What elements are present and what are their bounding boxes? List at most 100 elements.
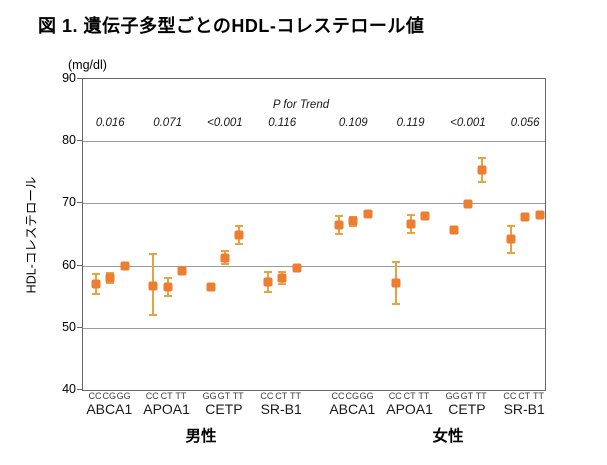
genotype-label: CT [403, 391, 416, 401]
y-tick-label-50: 50 [62, 319, 76, 334]
error-bar-cap-bottom [506, 251, 515, 254]
error-bar-cap-top [478, 156, 487, 159]
data-point-CETP-GT [220, 253, 230, 262]
p-value-男性-SR-B1: 0.116 [268, 117, 297, 129]
data-point-SR-B1-TT [292, 263, 301, 273]
y-tick-mark-60 [77, 264, 82, 266]
error-bar-cap-top [149, 252, 158, 255]
data-point-APOA1-TT [420, 211, 430, 221]
error-bar-cap-bottom [163, 295, 172, 298]
gene-label-女性-CETP: CETP [448, 401, 486, 417]
y-tick-mark-50 [77, 326, 82, 328]
data-point-CETP-GG [449, 225, 459, 235]
error-bar-cap-bottom [149, 314, 158, 317]
data-point-APOA1-CC [148, 281, 158, 290]
data-point-SR-B1-CC [506, 234, 516, 244]
genotype-label: TT [533, 391, 544, 401]
genotype-label: CT [275, 391, 288, 401]
data-point-ABCA1-CC [334, 220, 344, 230]
data-point-SR-B1-TT [535, 210, 544, 220]
y-tick-label-80: 80 [62, 133, 76, 148]
data-point-APOA1-CT [163, 282, 173, 292]
genotype-label: GT [217, 391, 231, 401]
genotype-label: TT [290, 391, 301, 401]
genotype-label: CC [145, 391, 159, 401]
genotype-label: GG [116, 391, 131, 401]
gene-label-男性-ABCA1: ABCA1 [86, 401, 133, 417]
p-value-男性-ABCA1: 0.016 [95, 117, 125, 129]
genotype-label: GG [359, 391, 374, 401]
error-bar-cap-bottom [106, 282, 115, 285]
gridline-50 [83, 327, 545, 329]
y-tick-label-70: 70 [62, 195, 76, 210]
data-point-APOA1-CC [391, 278, 401, 288]
figure-title: 図 1. 遺伝子多型ごとのHDL-コレステロール値 [38, 16, 425, 36]
data-point-CETP-GT [463, 199, 473, 209]
error-bar-cap-top [278, 270, 287, 273]
data-point-ABCA1-GG [363, 209, 373, 219]
error-bar-cap-top [106, 272, 115, 275]
data-point-ABCA1-CC [91, 279, 101, 289]
genotype-label: CC [388, 391, 402, 401]
data-point-ABCA1-CG [105, 273, 115, 283]
gene-label-男性-SR-B1: SR-B1 [260, 401, 302, 417]
error-bar-cap-bottom [406, 231, 415, 234]
error-bar-cap-bottom [235, 242, 244, 245]
error-bar-cap-top [263, 271, 272, 274]
data-point-CETP-TT [234, 230, 244, 239]
genotype-label: TT [418, 391, 430, 401]
p-value-男性-APOA1: 0.071 [153, 117, 182, 129]
error-bar-cap-top [506, 225, 515, 228]
error-bar-cap-bottom [478, 180, 487, 183]
y-tick-label-90: 90 [62, 71, 76, 85]
genotype-label: TT [232, 391, 244, 401]
gridline-70 [83, 203, 545, 205]
data-point-SR-B1-CC [263, 277, 273, 287]
y-tick-mark-90 [77, 78, 82, 79]
error-bar-cap-top [92, 272, 100, 275]
data-point-CETP-GG [206, 282, 216, 292]
y-tick-mark-70 [77, 202, 82, 204]
genotype-label: CT [518, 391, 531, 401]
error-bar-cap-bottom [263, 291, 272, 294]
y-tick-label-60: 60 [62, 257, 76, 272]
data-point-ABCA1-CG [348, 216, 358, 226]
y-axis-unit-label: (mg/dl) [68, 58, 107, 72]
gene-label-男性-APOA1: APOA1 [143, 401, 190, 417]
genotype-label: TT [475, 391, 487, 401]
data-point-SR-B1-CT [520, 212, 530, 222]
genotype-label: CC [260, 391, 274, 401]
genotype-label: CC [331, 391, 345, 401]
data-point-APOA1-TT [177, 266, 187, 276]
genotype-label: CT [160, 391, 173, 401]
gridline-60 [83, 265, 545, 267]
error-bar-cap-top [163, 277, 172, 280]
genotype-label: CC [88, 391, 102, 401]
genotype-label: CC [503, 391, 517, 401]
genotype-label: CG [102, 391, 117, 401]
error-bar-cap-top [335, 214, 343, 217]
error-bar-cap-top [406, 214, 415, 217]
gene-label-女性-ABCA1: ABCA1 [329, 401, 376, 417]
data-point-ABCA1-GG [120, 261, 130, 271]
data-point-CETP-TT [477, 165, 487, 175]
genotype-label: GG [202, 391, 217, 401]
error-bar-cap-bottom [220, 262, 229, 265]
y-axis-title: HDL-コレステロール [24, 176, 39, 294]
gene-label-女性-APOA1: APOA1 [386, 401, 433, 417]
p-value-女性-APOA1: 0.119 [396, 117, 425, 129]
gene-label-女性-SR-B1: SR-B1 [503, 401, 545, 417]
p-value-女性-ABCA1: 0.109 [338, 117, 368, 129]
sex-label-女性: 女性 [432, 428, 464, 445]
error-bar-cap-top [392, 260, 401, 263]
p-value-男性-CETP: <0.001 [207, 117, 243, 129]
genotype-label: GT [460, 391, 474, 401]
genotype-label: GG [445, 391, 460, 401]
plot-area: P for Trend 0.016 0.071 <0.001 0.116 0.109 0.… [82, 78, 546, 391]
data-point-APOA1-CT [406, 219, 416, 229]
error-bar-cap-bottom [335, 232, 343, 235]
sex-label-男性: 男性 [185, 428, 217, 445]
genotype-label: TT [175, 391, 187, 401]
p-for-trend-label: P for Trend [272, 99, 330, 111]
